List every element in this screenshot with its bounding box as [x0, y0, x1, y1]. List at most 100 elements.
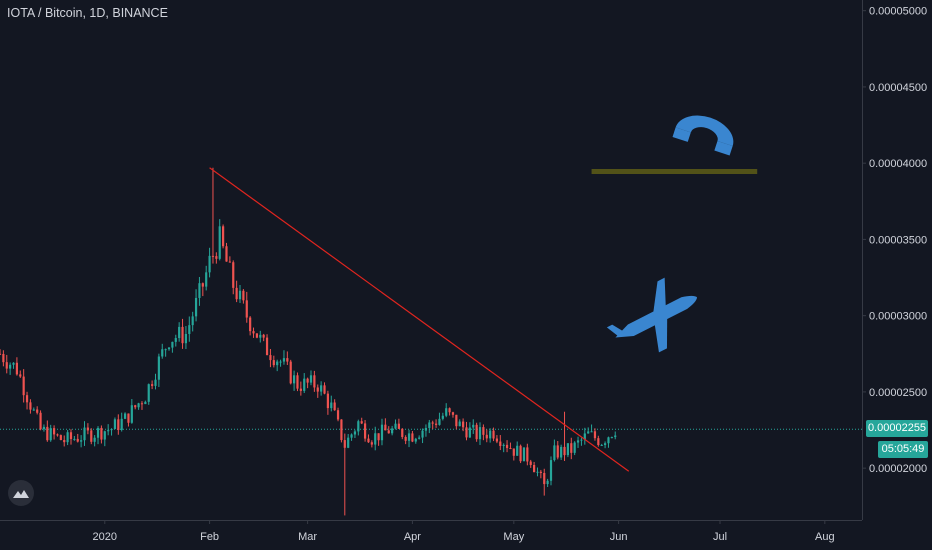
candle-body — [377, 433, 380, 441]
candle-body — [279, 361, 282, 363]
candle-body — [276, 361, 279, 366]
candle-body — [451, 412, 455, 415]
candle-body — [387, 430, 390, 434]
candle-body — [485, 434, 488, 439]
candle-body — [249, 317, 252, 332]
candle-body — [194, 297, 198, 317]
candle-body — [154, 379, 157, 386]
magnet-icon[interactable] — [672, 108, 739, 156]
time-axis-label: Mar — [298, 531, 317, 543]
candle-body — [167, 347, 171, 350]
candle-body — [505, 444, 509, 449]
candle-body — [404, 436, 407, 441]
candle-body — [316, 387, 319, 392]
candle-body — [144, 401, 147, 405]
candle-body — [22, 376, 25, 396]
candle-body — [42, 426, 46, 430]
time-axis[interactable]: 2020 Feb Mar Apr May Jun Jul Aug — [93, 520, 835, 543]
candle-body — [458, 421, 461, 427]
candle-body — [421, 430, 424, 438]
candle-body — [205, 272, 208, 287]
candle-body — [56, 434, 59, 436]
candle-body — [235, 287, 238, 300]
price-axis-label: 0.00003000 — [869, 311, 927, 323]
candle-body — [188, 325, 191, 334]
candle-body — [127, 413, 130, 423]
candle-body — [472, 424, 475, 428]
candle-body — [262, 334, 265, 338]
candle-body — [580, 439, 583, 441]
candle-body — [130, 405, 133, 423]
candle-body — [181, 326, 184, 344]
candle-body — [161, 349, 164, 357]
candle-body — [83, 427, 86, 441]
candle-body — [610, 437, 613, 439]
candle-body — [566, 443, 570, 456]
candle-body — [509, 448, 512, 450]
candle-body — [573, 442, 576, 453]
trendline[interactable] — [209, 167, 630, 472]
candle-body — [2, 353, 5, 363]
candle-body — [414, 438, 417, 442]
candle-body — [147, 384, 150, 402]
candle-body — [583, 433, 586, 440]
candle-body — [536, 471, 539, 473]
candle-body — [222, 226, 225, 247]
candle-body — [292, 375, 296, 384]
candle-body — [448, 408, 451, 413]
candle-body — [225, 246, 228, 262]
candle-body — [526, 447, 529, 462]
candle-body — [137, 403, 140, 408]
candle-body — [201, 283, 204, 287]
symbol-title[interactable]: IOTA / Bitcoin, 1D, BINANCE — [7, 6, 168, 20]
time-axis-label: Apr — [404, 531, 421, 543]
candle-body — [306, 378, 309, 383]
candle-body — [113, 419, 117, 430]
candle-body — [428, 422, 431, 428]
candle-body — [370, 442, 373, 445]
candle-body — [313, 375, 316, 388]
candle-body — [394, 423, 397, 429]
candle-body — [553, 445, 556, 461]
airplane-icon[interactable] — [599, 269, 712, 369]
candle-body — [282, 358, 286, 362]
candle-body — [597, 438, 600, 446]
price-axis-label: 0.00003500 — [869, 234, 927, 246]
candle-body — [242, 290, 245, 301]
candle-body — [9, 364, 12, 369]
candle-body — [265, 337, 269, 356]
candle-body — [171, 341, 174, 348]
candle-body — [603, 443, 607, 445]
candle-body — [438, 418, 441, 425]
candle-body — [401, 428, 404, 437]
price-axis-label: 0.00004500 — [869, 82, 927, 94]
price-axis[interactable]: 0.00005000 0.00004500 0.00004000 0.00003500… — [869, 6, 927, 475]
candle-body — [208, 255, 211, 273]
candle-body — [350, 434, 353, 438]
candle-body — [431, 422, 434, 424]
candle-body — [36, 409, 39, 413]
candle-body — [12, 362, 15, 365]
candle-body — [570, 443, 573, 453]
candle-body — [384, 424, 387, 431]
candle-body — [543, 472, 546, 485]
candle-body — [80, 440, 83, 442]
candle-body — [391, 428, 394, 434]
candle-body — [499, 441, 502, 446]
candle-body — [120, 418, 123, 430]
candle-body — [529, 461, 532, 465]
candle-body — [336, 410, 340, 420]
candle-body — [374, 433, 377, 445]
candle-body — [445, 408, 448, 416]
candle-body — [76, 438, 79, 442]
candle-body — [289, 361, 292, 384]
candle-body — [107, 430, 110, 432]
candle-body — [5, 362, 8, 369]
candle-body — [29, 402, 32, 410]
price-axis-label: 0.00002500 — [869, 387, 927, 399]
price-axis-label: 0.00004000 — [869, 158, 927, 170]
candle-body — [465, 427, 468, 438]
candle-body — [563, 446, 566, 456]
candle-body — [492, 430, 495, 439]
